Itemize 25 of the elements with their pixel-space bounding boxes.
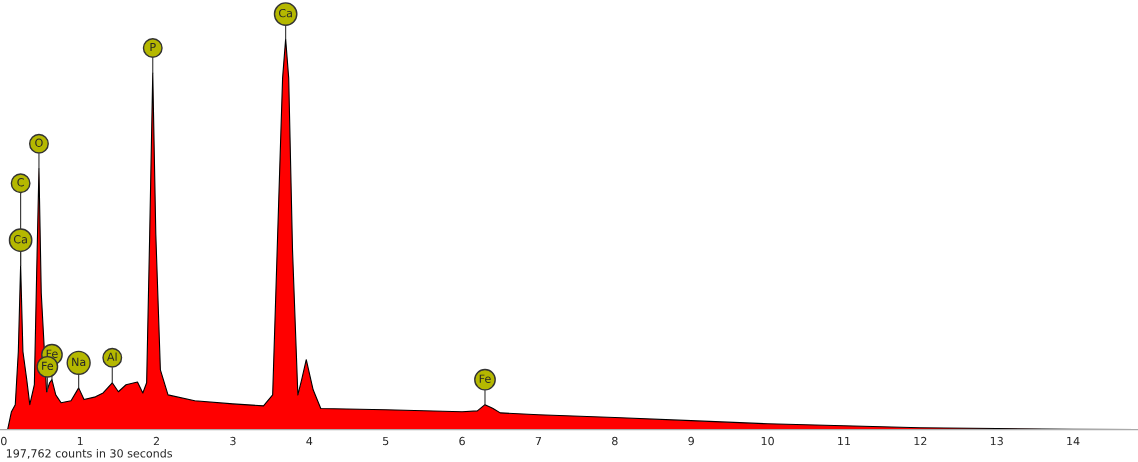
x-tick-label: 6 xyxy=(459,436,465,446)
x-tick-label: 0 xyxy=(1,436,7,446)
annotation: Fe xyxy=(479,374,491,383)
annotation: P xyxy=(150,43,156,52)
x-tick-label: 11 xyxy=(838,436,850,446)
x-tick-label: 14 xyxy=(1067,436,1080,446)
x-tick-label: 4 xyxy=(306,436,313,446)
annotation: O xyxy=(35,138,43,147)
annotation: C xyxy=(17,178,24,187)
x-tick-label: 9 xyxy=(688,436,694,446)
x-tick-label: 2 xyxy=(153,436,159,446)
x-tick-label: 3 xyxy=(230,436,236,446)
x-tick-label: 1 xyxy=(77,436,83,446)
x-tick-label: 12 xyxy=(914,436,927,446)
x-tick-label: 13 xyxy=(990,436,1003,446)
annotation: Ca xyxy=(278,8,292,18)
annotation: Ca xyxy=(13,235,27,244)
x-tick-label: 5 xyxy=(383,436,389,446)
annotation: Al xyxy=(107,352,117,361)
annotation: Na xyxy=(72,357,86,367)
x-tick-label: 7 xyxy=(535,436,542,446)
x-tick-label: 10 xyxy=(761,436,774,446)
x-tick-label: 8 xyxy=(612,436,618,446)
annotation: Fe xyxy=(42,361,54,370)
text: 197,762 counts in 30 seconds xyxy=(6,448,173,459)
